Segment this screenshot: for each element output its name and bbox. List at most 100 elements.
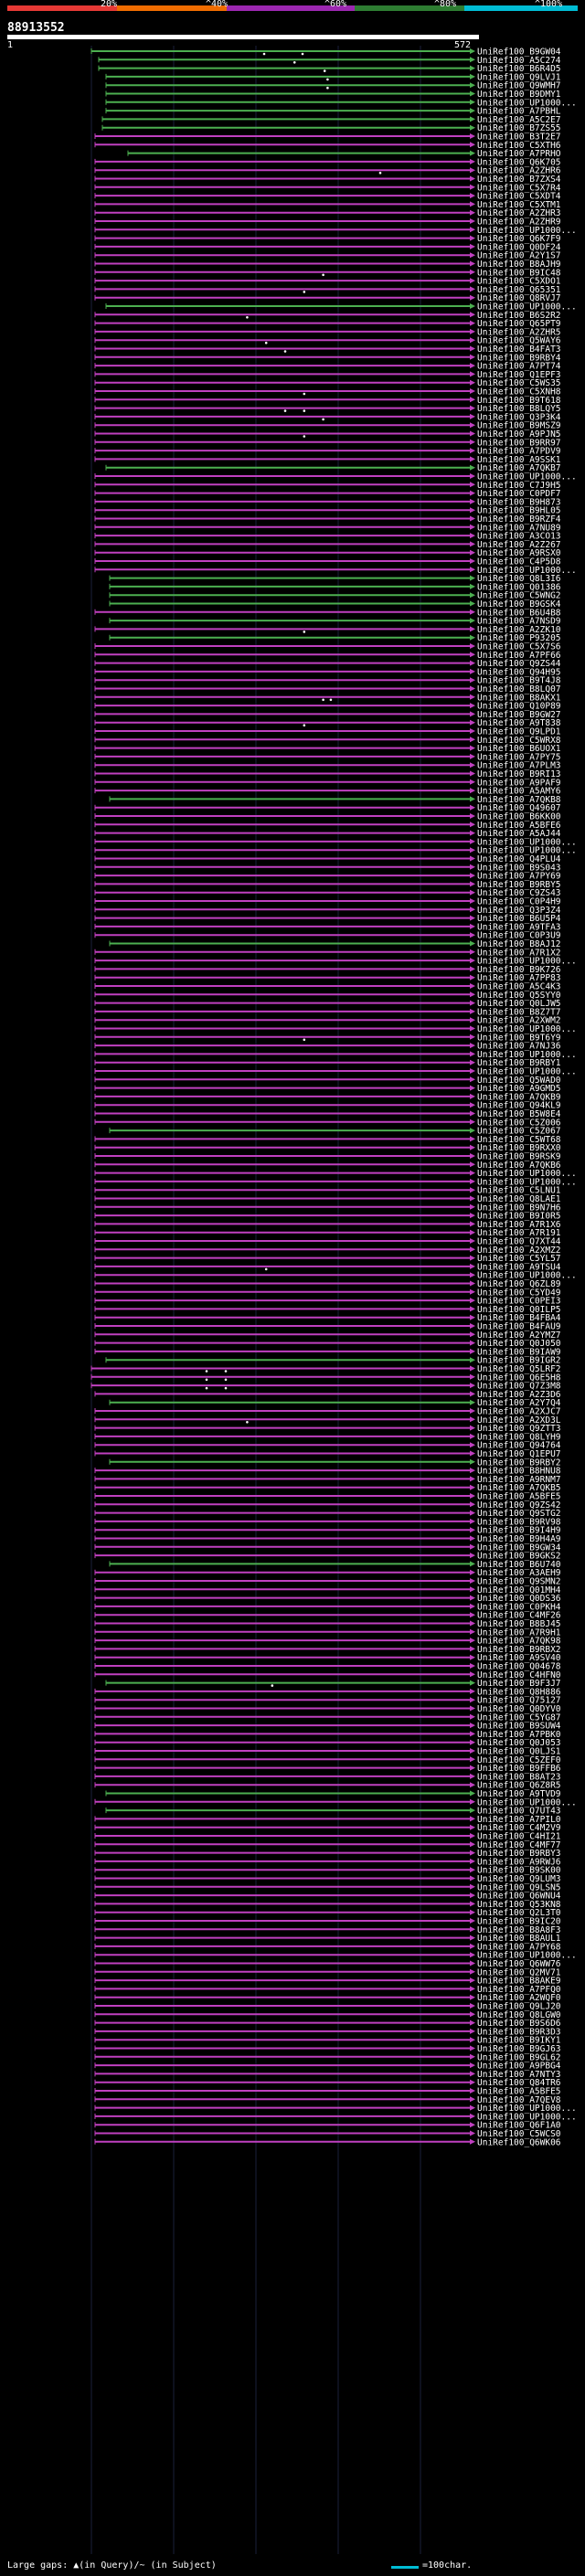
hit-label[interactable]: UniRef100_C0PDF7 bbox=[477, 489, 561, 499]
hit-label[interactable]: UniRef100_Q0ILP5 bbox=[477, 1305, 561, 1315]
hit-label[interactable]: UniRef100_A2ZHR5 bbox=[477, 327, 561, 337]
hit-label[interactable]: UniRef100_Q3P3K4 bbox=[477, 412, 561, 422]
hit-label[interactable]: UniRef100_A7QK98 bbox=[477, 1637, 561, 1647]
hit-label[interactable]: UniRef100_C5WT68 bbox=[477, 1135, 561, 1145]
hit-label[interactable]: UniRef100_A7NTY3 bbox=[477, 2070, 561, 2080]
hit-label[interactable]: UniRef100_Q0LJW5 bbox=[477, 999, 561, 1009]
hit-label[interactable]: UniRef100_C9ZS43 bbox=[477, 888, 561, 898]
hit-label[interactable]: UniRef100_A3AEH9 bbox=[477, 1568, 561, 1578]
hit-label[interactable]: UniRef100_Q6E5H8 bbox=[477, 1373, 561, 1383]
hit-label[interactable]: UniRef100_B8AUL1 bbox=[477, 1934, 561, 1944]
hit-label[interactable]: UniRef100_C0P3U9 bbox=[477, 931, 561, 941]
hit-label[interactable]: UniRef100_Q75127 bbox=[477, 1696, 561, 1706]
hit-label[interactable]: UniRef100_UP1000... bbox=[477, 1797, 577, 1807]
hit-label[interactable]: UniRef100_Q01MH4 bbox=[477, 1585, 561, 1595]
hit-label[interactable]: UniRef100_A7PBK0 bbox=[477, 1730, 561, 1740]
hit-label[interactable]: UniRef100_C5Z067 bbox=[477, 1127, 561, 1137]
hit-label[interactable]: UniRef100_Q84TR6 bbox=[477, 2078, 561, 2088]
hit-label[interactable]: UniRef100_P93205 bbox=[477, 633, 561, 643]
hit-label[interactable]: UniRef100_UP1000... bbox=[477, 837, 577, 847]
hit-label[interactable]: UniRef100_B6R4D5 bbox=[477, 64, 561, 74]
hit-label[interactable]: UniRef100_A2XMZ2 bbox=[477, 1246, 561, 1256]
hit-label[interactable]: UniRef100_Q0DF24 bbox=[477, 242, 561, 252]
hit-label[interactable]: UniRef100_UP1000... bbox=[477, 846, 577, 856]
hit-label[interactable]: UniRef100_A7PY75 bbox=[477, 752, 561, 762]
hit-label[interactable]: UniRef100_Q1EPF3 bbox=[477, 370, 561, 380]
hit-label[interactable]: UniRef100_Q0J050 bbox=[477, 1339, 561, 1349]
hit-label[interactable]: UniRef100_B9GL62 bbox=[477, 2052, 561, 2062]
hit-label[interactable]: UniRef100_Q6F1A0 bbox=[477, 2121, 561, 2131]
hit-label[interactable]: UniRef100_A7R9H1 bbox=[477, 1627, 561, 1638]
hit-label[interactable]: UniRef100_A9PBG4 bbox=[477, 2062, 561, 2072]
hit-label[interactable]: UniRef100_A5BFE5 bbox=[477, 1492, 561, 1502]
hit-label[interactable]: UniRef100_Q3P3Z4 bbox=[477, 906, 561, 916]
hit-label[interactable]: UniRef100_B9RBY1 bbox=[477, 1058, 561, 1068]
hit-label[interactable]: UniRef100_Q10P89 bbox=[477, 702, 561, 712]
hit-label[interactable]: UniRef100_Q5WAY6 bbox=[477, 336, 561, 346]
hit-label[interactable]: UniRef100_Q94H95 bbox=[477, 667, 561, 677]
hit-label[interactable]: UniRef100_B8AKX1 bbox=[477, 693, 561, 703]
hit-label[interactable]: UniRef100_C5YL57 bbox=[477, 1254, 561, 1264]
hit-label[interactable]: UniRef100_B9SK00 bbox=[477, 1866, 561, 1876]
hit-label[interactable]: UniRef100_B9IGR2 bbox=[477, 1356, 561, 1366]
hit-label[interactable]: UniRef100_Q0LJS1 bbox=[477, 1747, 561, 1757]
hit-label[interactable]: UniRef100_A7NU89 bbox=[477, 523, 561, 533]
hit-label[interactable]: UniRef100_A9TVD9 bbox=[477, 1789, 561, 1799]
hit-label[interactable]: UniRef100_B8AJH9 bbox=[477, 260, 561, 270]
hit-label[interactable]: UniRef100_A9PAF9 bbox=[477, 778, 561, 788]
hit-label[interactable]: UniRef100_B8A8F3 bbox=[477, 1925, 561, 1935]
hit-label[interactable]: UniRef100_A7QKB8 bbox=[477, 795, 561, 805]
hit-label[interactable]: UniRef100_B9I0R5 bbox=[477, 1212, 561, 1222]
hit-label[interactable]: UniRef100_A9RWJ6 bbox=[477, 1857, 561, 1867]
hit-label[interactable]: UniRef100_Q8LYH9 bbox=[477, 1432, 561, 1442]
hit-label[interactable]: UniRef100_C5XDO1 bbox=[477, 277, 561, 287]
hit-label[interactable]: UniRef100_Q6WNU4 bbox=[477, 1892, 561, 1902]
hit-label[interactable]: UniRef100_C0P4H9 bbox=[477, 897, 561, 907]
hit-label[interactable]: UniRef100_C4P5D8 bbox=[477, 557, 561, 567]
hit-label[interactable]: UniRef100_B8Z7T7 bbox=[477, 1007, 561, 1017]
hit-label[interactable]: UniRef100_A7R191 bbox=[477, 1228, 561, 1238]
hit-label[interactable]: UniRef100_Q8H886 bbox=[477, 1687, 561, 1697]
hit-label[interactable]: UniRef100_B9K726 bbox=[477, 965, 561, 975]
hit-label[interactable]: UniRef100_C5X7R4 bbox=[477, 183, 561, 193]
hit-label[interactable]: UniRef100_B6U4B8 bbox=[477, 608, 561, 618]
hit-label[interactable]: UniRef100_A7PRHO bbox=[477, 149, 561, 159]
hit-label[interactable]: UniRef100_C4M2V9 bbox=[477, 1823, 561, 1833]
hit-label[interactable]: UniRef100_C4HI21 bbox=[477, 1832, 561, 1842]
hit-label[interactable]: UniRef100_Q4PLU4 bbox=[477, 854, 561, 864]
hit-label[interactable]: UniRef100_B7ZXS4 bbox=[477, 175, 561, 185]
hit-label[interactable]: UniRef100_B6UOX1 bbox=[477, 744, 561, 754]
hit-label[interactable]: UniRef100_B9H873 bbox=[477, 497, 561, 507]
hit-label[interactable]: UniRef100_B8LQ07 bbox=[477, 684, 561, 694]
hit-label[interactable]: UniRef100_Q04678 bbox=[477, 1662, 561, 1672]
hit-label[interactable]: UniRef100_C5WS35 bbox=[477, 378, 561, 388]
hit-label[interactable]: UniRef100_Q01386 bbox=[477, 582, 561, 592]
hit-label[interactable]: UniRef100_A7NSD9 bbox=[477, 617, 561, 627]
hit-label[interactable]: UniRef100_C0PEI3 bbox=[477, 1297, 561, 1307]
hit-label[interactable]: UniRef100_B3T2E7 bbox=[477, 133, 561, 143]
hit-label[interactable]: UniRef100_A2WQF0 bbox=[477, 1993, 561, 2003]
hit-label[interactable]: UniRef100_Q6Z8R5 bbox=[477, 1781, 561, 1791]
hit-label[interactable]: UniRef100_A9GMD5 bbox=[477, 1084, 561, 1094]
hit-label[interactable]: UniRef100_C5XTH6 bbox=[477, 141, 561, 151]
hit-label[interactable]: UniRef100_A7QKB9 bbox=[477, 1092, 561, 1102]
hit-label[interactable]: UniRef100_Q7UT43 bbox=[477, 1807, 561, 1817]
hit-label[interactable]: UniRef100_Q9STG2 bbox=[477, 1509, 561, 1519]
hit-label[interactable]: UniRef100_B9H4A9 bbox=[477, 1534, 561, 1544]
hit-label[interactable]: UniRef100_Q9LJ20 bbox=[477, 2002, 561, 2012]
hit-label[interactable]: UniRef100_A7PIL0 bbox=[477, 1815, 561, 1825]
hit-label[interactable]: UniRef100_UP1000... bbox=[477, 302, 577, 313]
hit-label[interactable]: UniRef100_Q0DYV0 bbox=[477, 1704, 561, 1714]
hit-label[interactable]: UniRef100_A3CO13 bbox=[477, 532, 561, 542]
hit-label[interactable]: UniRef100_UP1000... bbox=[477, 1024, 577, 1034]
hit-label[interactable]: UniRef100_C5Z006 bbox=[477, 1118, 561, 1128]
hit-label[interactable]: UniRef100_UP1000... bbox=[477, 1271, 577, 1281]
hit-label[interactable]: UniRef100_B9RBY5 bbox=[477, 880, 561, 890]
hit-label[interactable]: UniRef100_B9RBY3 bbox=[477, 1849, 561, 1859]
hit-label[interactable]: UniRef100_Q9ZS42 bbox=[477, 1500, 561, 1511]
hit-label[interactable]: UniRef100_A5C274 bbox=[477, 56, 561, 66]
hit-label[interactable]: UniRef100_C5WRX8 bbox=[477, 736, 561, 746]
hit-label[interactable]: UniRef100_Q49607 bbox=[477, 803, 561, 813]
hit-label[interactable]: UniRef100_B8HNU8 bbox=[477, 1467, 561, 1477]
hit-label[interactable]: UniRef100_Q6K705 bbox=[477, 157, 561, 167]
